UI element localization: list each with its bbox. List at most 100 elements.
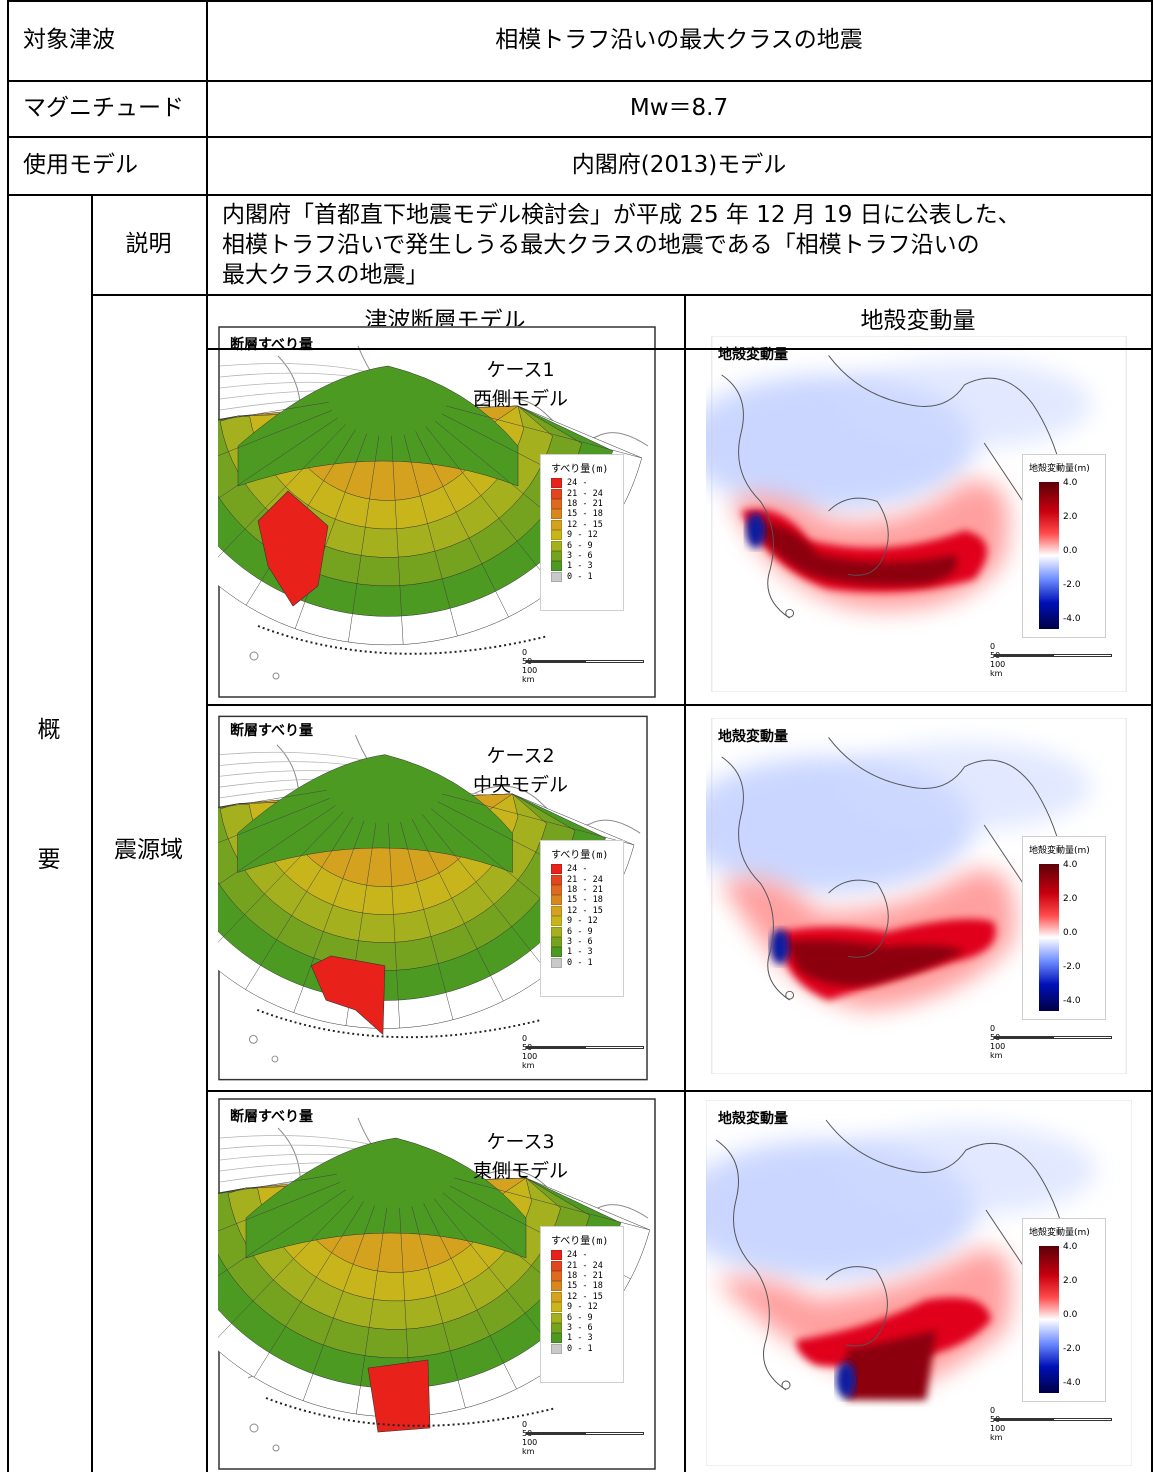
deformation-legend: 地殻変動量(m) 4.0 2.0 0.0 -2.0 -4.0 (1022, 454, 1106, 638)
slip-legend-range: 0 - 1 (567, 957, 593, 968)
scale-bar-segment (585, 1046, 644, 1049)
slip-legend-swatch (551, 1250, 562, 1261)
case-model-name: 西側モデル (473, 387, 569, 410)
slip-legend-swatch (551, 540, 562, 551)
slip-legend-swatch (551, 478, 562, 489)
explanation-text: 内閣府「首都直下地震モデル検討会」が平成 25 年 12 月 19 日に公表した… (206, 194, 1152, 294)
scale-unit: km (990, 1051, 1003, 1060)
scale-bar-segment (585, 1432, 644, 1435)
scale-tick-0: 0 (522, 1420, 528, 1429)
slip-legend-swatch (551, 874, 562, 885)
scale-unit: km (522, 1061, 535, 1070)
deformation-color-bar (1039, 864, 1059, 1011)
slip-legend-swatch (551, 1312, 562, 1323)
slip-legend-entry: 12 - 15 (551, 905, 623, 916)
slip-legend-range: 15 - 18 (567, 509, 603, 520)
slip-legend-swatch (551, 1343, 562, 1354)
case-number: ケース1 (486, 359, 555, 381)
slip-legend-range: 18 - 21 (567, 884, 603, 895)
slip-legend-range: 6 - 9 (567, 926, 593, 937)
slip-legend-entry: 6 - 9 (551, 1312, 623, 1323)
scale-tick-100: 100 (990, 660, 1006, 669)
deformation-legend-tick: 0.0 (1063, 1310, 1078, 1320)
slip-legend-swatch (551, 916, 562, 927)
scale-unit: km (522, 1447, 535, 1456)
slip-legend-swatch (551, 1291, 562, 1302)
slip-legend-range: 0 - 1 (567, 571, 593, 582)
slip-legend-entry: 18 - 21 (551, 1270, 623, 1281)
slip-legend-swatch (551, 926, 562, 937)
slip-legend-range: 0 - 1 (567, 1343, 593, 1354)
deformation-legend-tick: -4.0 (1063, 1378, 1081, 1388)
scale-tick-0: 0 (522, 1034, 528, 1043)
slip-legend-swatch (551, 895, 562, 906)
slip-legend-entry: 15 - 18 (551, 1281, 623, 1292)
fault-panel-title: 断層すべり量 (230, 723, 314, 739)
fault-map-case-3: 断層すべり量ケース3 東側モデルすべり量(m) 24 -21 - 24 18 - 21… (218, 1098, 656, 1470)
scale-unit: km (522, 675, 535, 684)
slip-legend-range: 3 - 6 (567, 1322, 593, 1333)
slip-legend-swatch (551, 1322, 562, 1333)
slip-legend-entry: 15 - 18 (551, 895, 623, 906)
slip-legend-title: すべり量(m) (551, 1236, 609, 1247)
scale-tick-100: 100 (522, 1052, 538, 1061)
model-value: 内閣府(2013)モデル (571, 151, 787, 178)
slip-legend-entry: 21 - 24 (551, 874, 623, 885)
deformation-legend-title: 地殻変動量(m) (1029, 464, 1090, 474)
slip-legend-entry: 15 - 18 (551, 509, 623, 520)
scale-tick-100: 100 (522, 1438, 538, 1447)
slip-legend-entry: 24 - (551, 864, 623, 875)
fault-map-case-2: 断層すべり量 ケース2 中央モデル すべり量(m) 24 -21 - 24 18 - 21… (218, 712, 648, 1084)
overview-label-2: 要 (37, 846, 61, 873)
slip-legend-entry: 1 - 3 (551, 1333, 623, 1344)
scale-tick-0: 0 (990, 1406, 996, 1415)
slip-legend-entry: 12 - 15 (551, 519, 623, 530)
deformation-legend-tick: -2.0 (1063, 580, 1081, 590)
slip-legend-entry: 18 - 21 (551, 884, 623, 895)
slip-legend-swatch (551, 947, 562, 958)
slip-legend-swatch (551, 936, 562, 947)
slip-legend-entry: 9 - 12 (551, 530, 623, 541)
slip-legend-swatch (551, 1260, 562, 1271)
slip-legend-swatch (551, 864, 562, 875)
slip-legend-entry: 0 - 1 (551, 957, 623, 968)
slip-legend-title: すべり量(m) (551, 464, 609, 475)
slip-legend-range: 24 - (567, 864, 588, 875)
scale-bar: 050100km (990, 1406, 1120, 1442)
slip-legend-entry: 21 - 24 (551, 1260, 623, 1271)
scale-unit: km (990, 669, 1003, 678)
slip-legend-range: 1 - 3 (567, 1333, 593, 1344)
fault-map-case-1: 断層すべり量 ケース1 西側モデル すべり量(m) 24 -21 - 24 18 - 21… (218, 326, 656, 698)
case-number: ケース3 (486, 1131, 555, 1153)
slip-legend-range: 15 - 18 (567, 895, 603, 906)
slip-legend-range: 24 - (567, 1250, 588, 1261)
deformation-legend-tick: 4.0 (1063, 478, 1078, 488)
slip-legend-swatch (551, 1302, 562, 1313)
deformation-legend-title: 地殻変動量(m) (1029, 846, 1090, 856)
slip-legend-entry: 9 - 12 (551, 1302, 623, 1313)
slip-legend-swatch (551, 561, 562, 572)
scale-bar: 050100km (990, 642, 1120, 678)
case-model-name: 東側モデル (473, 1159, 569, 1182)
slip-legend-range: 21 - 24 (567, 874, 603, 885)
deformation-legend-tick: -2.0 (1063, 1344, 1081, 1354)
scale-tick-0: 0 (990, 642, 996, 651)
slip-legend-range: 3 - 6 (567, 550, 593, 561)
fault-panel-title: 断層すべり量 (230, 1109, 314, 1125)
deformation-legend-tick: 2.0 (1063, 894, 1078, 904)
target-value: 相模トラフ沿いの最大クラスの地震 (495, 26, 863, 53)
slip-legend-entry: 3 - 6 (551, 936, 623, 947)
slip-legend-entry: 24 - (551, 478, 623, 489)
slip-legend-swatch (551, 530, 562, 541)
slip-legend-range: 6 - 9 (567, 1312, 593, 1323)
case-label: ケース2 中央モデル (473, 742, 568, 799)
slip-legend-range: 12 - 15 (567, 1291, 603, 1302)
slip-legend-entry: 3 - 6 (551, 1322, 623, 1333)
scale-bar: 050100km (522, 648, 652, 684)
slip-legend-range: 6 - 9 (567, 540, 593, 551)
scale-bar-segment (1053, 654, 1112, 657)
slip-legend-swatch (551, 519, 562, 530)
